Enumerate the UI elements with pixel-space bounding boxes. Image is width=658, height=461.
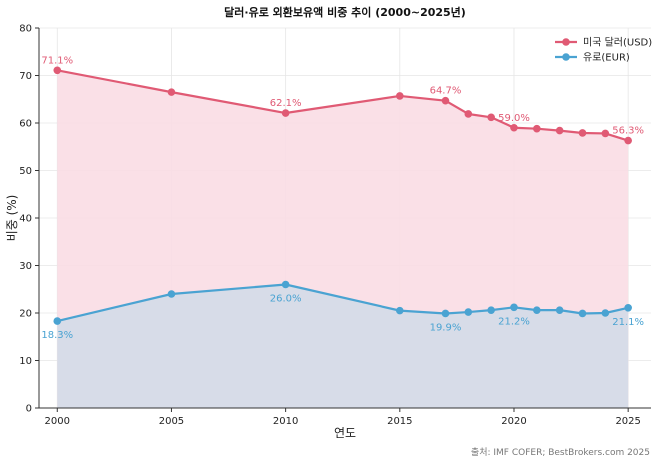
data-label: 18.3% bbox=[41, 330, 73, 341]
axes: 0 10 20 30 40 50 60 70 80 2000 2005 2010 2015 2020 202… bbox=[19, 24, 651, 427]
legend-swatch-marker bbox=[562, 38, 570, 46]
y-tick-label: 50 bbox=[19, 166, 32, 177]
data-label: 19.9% bbox=[430, 322, 462, 333]
data-label: 21.2% bbox=[498, 316, 530, 327]
x-tick-label: 2000 bbox=[45, 416, 70, 427]
data-point-series-1 bbox=[510, 303, 518, 312]
area-fill-series-1 bbox=[57, 284, 629, 408]
data-label: 64.7% bbox=[430, 86, 462, 97]
data-point-series-1 bbox=[601, 309, 610, 317]
data-point-series-0 bbox=[487, 113, 495, 122]
data-label: 26.0% bbox=[270, 294, 302, 305]
legend-label: 미국 달러(USD) bbox=[583, 37, 652, 49]
x-tick-label: 2015 bbox=[387, 416, 412, 427]
data-point-series-0 bbox=[624, 136, 632, 145]
data-label: 62.1% bbox=[270, 98, 302, 109]
chart-title: 달러·유로 외환보유액 비중 추이 (2000~2025년) bbox=[224, 5, 466, 19]
y-axis-title: 비중 (%) bbox=[5, 195, 19, 242]
x-tick-label: 2025 bbox=[615, 416, 640, 427]
y-tick-label: 60 bbox=[19, 119, 32, 130]
data-point-series-0 bbox=[396, 92, 404, 100]
data-point-series-1 bbox=[578, 309, 587, 318]
y-tick-label: 0 bbox=[26, 404, 32, 415]
data-point-series-0 bbox=[555, 126, 564, 135]
data-point-series-1 bbox=[533, 306, 541, 314]
data-point-series-1 bbox=[167, 290, 176, 298]
data-point-series-1 bbox=[441, 309, 450, 318]
data-label: 71.1% bbox=[41, 55, 73, 66]
data-point-series-1 bbox=[624, 303, 632, 312]
data-point-series-0 bbox=[578, 129, 587, 137]
legend-swatch-marker bbox=[562, 53, 570, 61]
y-tick-label: 10 bbox=[19, 356, 32, 367]
data-label: 56.3% bbox=[612, 126, 644, 137]
y-tick-label: 70 bbox=[19, 71, 32, 82]
data-point-series-0 bbox=[533, 124, 541, 133]
data-point-series-0 bbox=[601, 129, 610, 138]
data-point-series-1 bbox=[396, 306, 404, 315]
data-point-series-1 bbox=[281, 280, 290, 289]
data-point-series-1 bbox=[487, 306, 495, 314]
source-note: 출처: IMF COFER; BestBrokers.com 2025 bbox=[471, 446, 650, 458]
x-tick-label: 2005 bbox=[159, 416, 184, 427]
data-point-series-0 bbox=[510, 123, 518, 132]
y-tick-label: 20 bbox=[19, 309, 32, 320]
y-tick-label: 40 bbox=[19, 214, 32, 225]
legend: 미국 달러(USD) 유로(EUR) bbox=[555, 37, 652, 64]
data-points bbox=[53, 66, 632, 325]
data-point-series-0 bbox=[464, 110, 473, 118]
data-labels: 71.1% 62.1% 64.7% 59.0% 56.3% 18.3% 26.0% 19.9%… bbox=[41, 55, 644, 341]
y-tick-label: 30 bbox=[19, 261, 32, 272]
y-tick-label: 80 bbox=[19, 24, 32, 35]
x-axis-title: 연도 bbox=[334, 426, 356, 440]
data-point-series-0 bbox=[281, 109, 290, 117]
data-point-series-0 bbox=[53, 66, 62, 75]
data-point-series-0 bbox=[441, 96, 450, 105]
area-fills bbox=[57, 70, 629, 409]
x-tick-label: 2020 bbox=[501, 416, 526, 427]
data-point-series-1 bbox=[53, 317, 62, 325]
x-tick-label: 2010 bbox=[273, 416, 298, 427]
data-label: 59.0% bbox=[498, 113, 530, 124]
data-label: 21.1% bbox=[612, 317, 644, 328]
data-point-series-1 bbox=[555, 306, 564, 314]
legend-label: 유로(EUR) bbox=[583, 52, 630, 64]
data-point-series-1 bbox=[464, 308, 473, 316]
data-point-series-0 bbox=[167, 88, 176, 96]
